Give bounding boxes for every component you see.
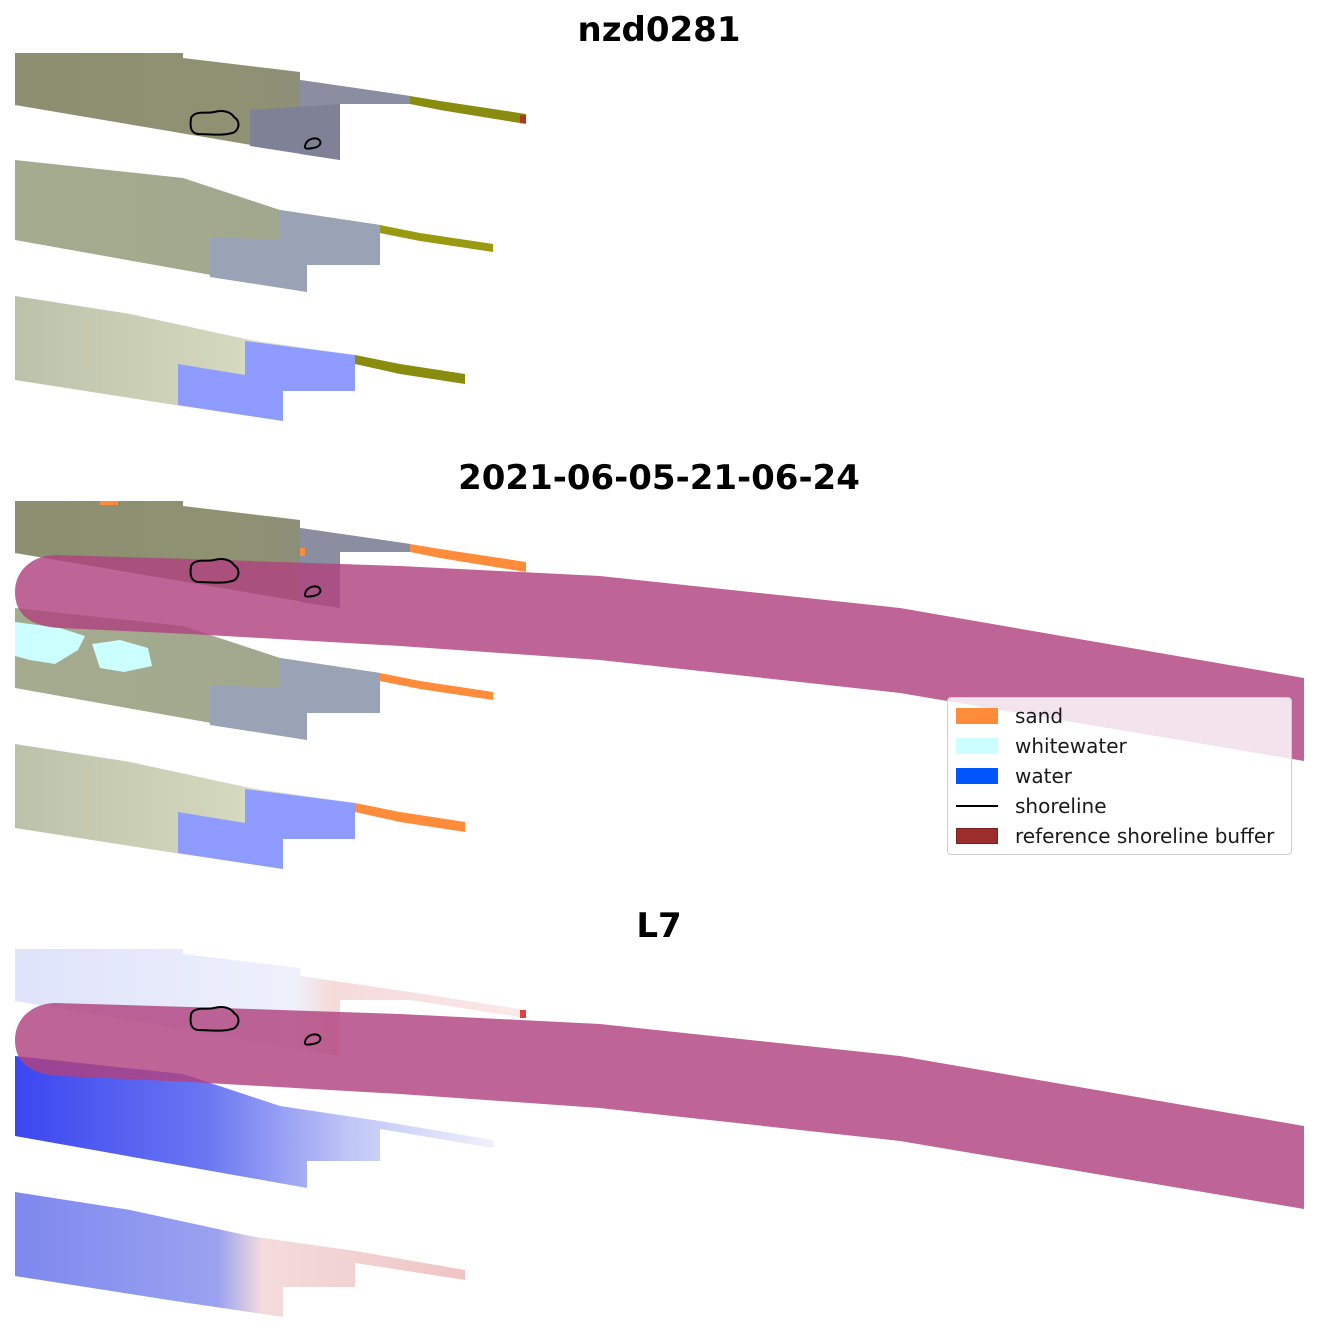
panel-title-rgb: nzd0281	[577, 10, 741, 50]
index-strip-middle	[15, 1056, 493, 1188]
legend-item-reference-buffer: reference shoreline buffer	[956, 824, 1274, 848]
shoreline-contours	[189, 1006, 322, 1046]
index-strip-top	[15, 949, 526, 1056]
legend-label: shoreline	[1015, 794, 1107, 818]
reference-shoreline-buffer	[15, 555, 1304, 761]
legend-swatch-whitewater	[956, 738, 998, 754]
legend-label: whitewater	[1015, 734, 1127, 758]
panel-title-classified: 2021-06-05-21-06-24	[458, 458, 860, 498]
legend-item-water: water	[956, 764, 1072, 788]
legend-item-whitewater: whitewater	[956, 734, 1127, 758]
legend-label: reference shoreline buffer	[1015, 824, 1275, 848]
rgb-strip-top	[15, 53, 526, 160]
legend-label: water	[1015, 764, 1072, 788]
shoreline-contours	[189, 110, 322, 150]
index-strip-bottom	[15, 1192, 465, 1317]
legend-item-shoreline: shoreline	[956, 794, 1107, 818]
panel-index	[15, 949, 1304, 1317]
shoreline-contours	[189, 558, 322, 598]
legend-swatch-buffer	[956, 828, 998, 844]
legend-label: sand	[1015, 704, 1064, 728]
classified-strip-middle	[15, 608, 493, 740]
legend-line-shoreline	[956, 805, 998, 807]
legend: sand whitewater water shoreline referenc…	[947, 697, 1292, 855]
classified-strip-bottom	[15, 744, 465, 869]
legend-swatch-water	[956, 768, 998, 784]
panel-title-index: L7	[636, 906, 682, 946]
panel-rgb	[15, 53, 526, 421]
legend-item-sand: sand	[956, 704, 1063, 728]
legend-swatch-sand	[956, 708, 998, 724]
rgb-strip-middle	[15, 160, 493, 292]
whitewater-patches	[15, 622, 152, 672]
panel-classified	[15, 501, 1304, 869]
reference-shoreline-buffer	[15, 1003, 1304, 1209]
rgb-strip-bottom	[15, 296, 465, 421]
